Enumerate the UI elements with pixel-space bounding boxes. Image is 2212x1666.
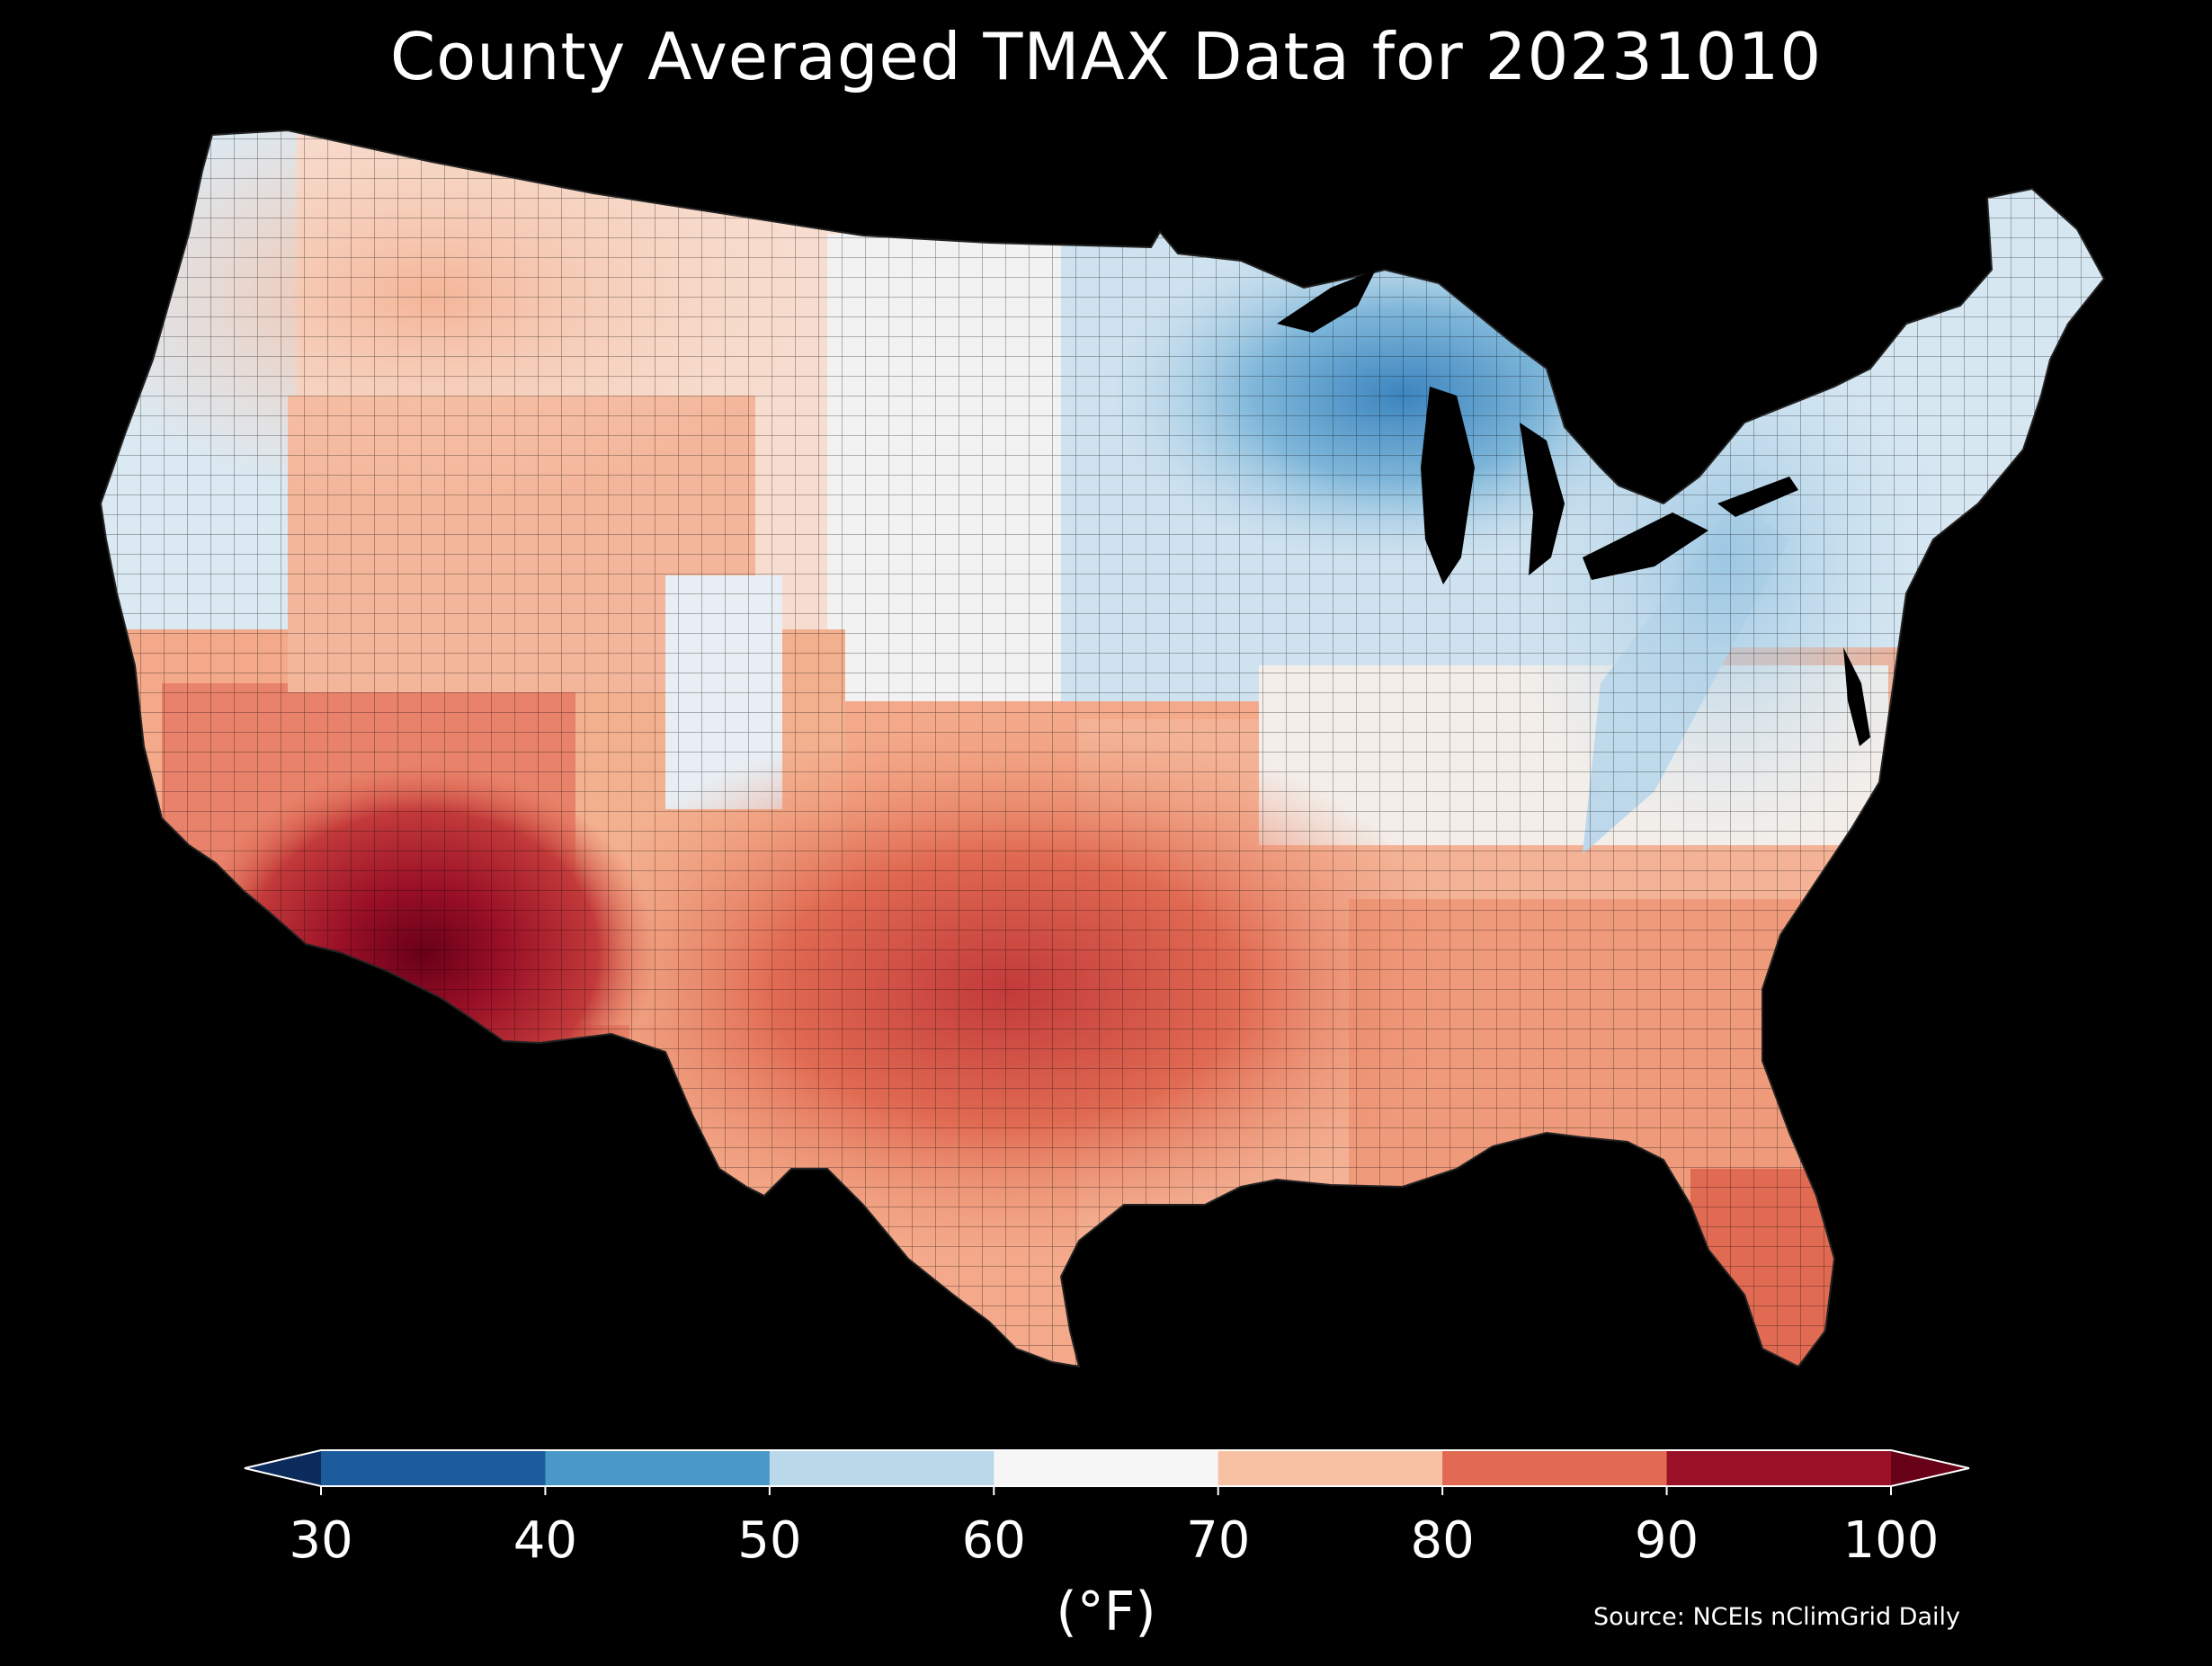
colorbar-tick-label: 70 xyxy=(1186,1511,1251,1570)
colorbar-bin xyxy=(1217,1450,1443,1486)
colorbar-bin xyxy=(994,1450,1219,1486)
colorbar-tick-label: 30 xyxy=(289,1511,353,1570)
chart-title: County Averaged TMAX Data for 20231010 xyxy=(389,19,1823,94)
colorbar-tick-label: 40 xyxy=(513,1511,578,1570)
colorbar-unit-label: (°F) xyxy=(1056,1581,1156,1644)
colorbar-tick-label: 100 xyxy=(1842,1511,1940,1570)
colorbar-extend-high xyxy=(1891,1450,1969,1486)
colorbar-extend-low xyxy=(245,1450,321,1486)
colorbar-bin xyxy=(545,1450,771,1486)
colorbar-tick-label: 50 xyxy=(737,1511,802,1570)
colorbar-tick-label: 60 xyxy=(961,1511,1026,1570)
colorbar-tick-label: 90 xyxy=(1634,1511,1699,1570)
colorbar-bin xyxy=(1442,1450,1668,1486)
colorbar-tick-label: 80 xyxy=(1410,1511,1475,1570)
us-county-map xyxy=(99,129,2106,1368)
colorbar-bin xyxy=(769,1450,995,1486)
colorbar-bin xyxy=(321,1450,546,1486)
source-credit: Source: NCEIs nClimGrid Daily xyxy=(1593,1603,1960,1631)
colorbar-bin xyxy=(1666,1450,1892,1486)
